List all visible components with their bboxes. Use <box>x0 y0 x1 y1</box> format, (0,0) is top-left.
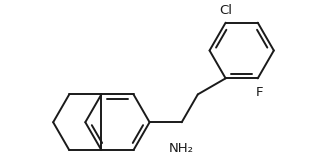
Text: NH₂: NH₂ <box>169 142 194 155</box>
Text: F: F <box>256 86 263 99</box>
Text: Cl: Cl <box>219 4 232 17</box>
